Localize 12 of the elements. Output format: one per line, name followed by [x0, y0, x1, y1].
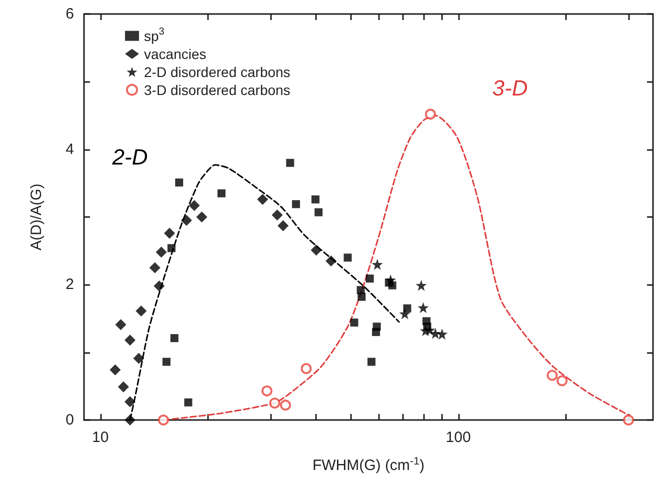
y-tick-label: 4 [66, 140, 74, 158]
y-tick-label: 2 [66, 276, 74, 294]
annotation: 2-D [111, 144, 148, 170]
legend-label: vacancies [144, 46, 206, 62]
x-tick-label: 100 [446, 429, 471, 446]
x-tick-label: 10 [92, 429, 109, 446]
annotation: 3-D [492, 76, 528, 100]
legend-label: 3-D disordered carbons [144, 82, 290, 98]
y-tick-label: 0 [66, 412, 74, 428]
y-axis-title: A(D)/A(G) [28, 184, 45, 250]
y-tick-label: 6 [66, 6, 74, 22]
legend-label: 2-D disordered carbons [144, 64, 290, 80]
